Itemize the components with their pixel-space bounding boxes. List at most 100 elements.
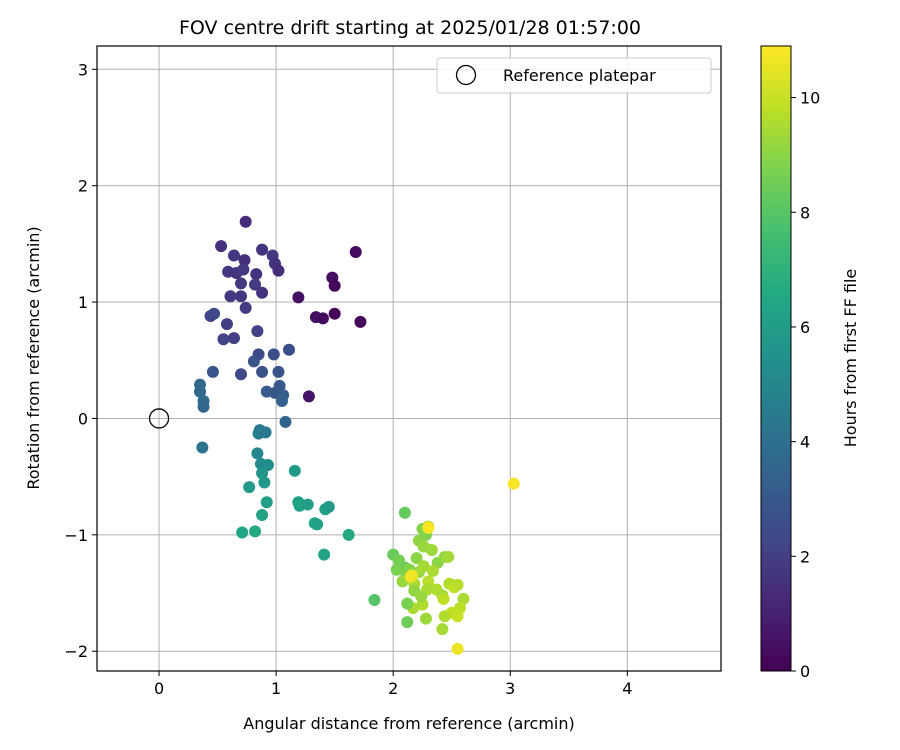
- y-axis-ticks: −2 −1 0 1 2 3: [64, 60, 97, 661]
- scatter-point: [425, 543, 438, 556]
- y-axis-label: Rotation from reference (arcmin): [24, 226, 43, 489]
- scatter-point: [292, 291, 305, 304]
- scatter-point: [507, 477, 520, 490]
- colorbar-tick-label: 8: [800, 203, 810, 222]
- y-tick-label: 0: [78, 409, 88, 428]
- reference-marker-layer: [148, 408, 170, 429]
- scatter-point: [349, 246, 362, 259]
- scatter-point: [451, 578, 464, 591]
- scatter-point: [328, 307, 341, 320]
- plot-frame: [96, 45, 722, 672]
- legend-box: [436, 57, 712, 94]
- colorbar-label: Hours from first FF file: [841, 269, 860, 448]
- scatter-point: [311, 518, 324, 531]
- y-tick-label: 3: [78, 60, 88, 79]
- scatter-point: [442, 550, 455, 563]
- scatter-point: [422, 521, 435, 534]
- scatter-point: [260, 496, 273, 509]
- scatter-point: [194, 385, 207, 398]
- y-tick-label: −2: [64, 642, 88, 661]
- scatter-point: [272, 365, 285, 378]
- scatter-point: [196, 441, 209, 454]
- scatter-point: [288, 464, 301, 477]
- scatter-point: [390, 563, 403, 576]
- scatter-point: [438, 610, 451, 623]
- scatter-point: [215, 240, 228, 253]
- scatter-point: [235, 368, 247, 381]
- colorbar-tick-label: 2: [800, 547, 810, 566]
- scatter-point: [279, 415, 292, 428]
- scatter-point: [354, 315, 367, 328]
- scatter-point: [256, 243, 269, 256]
- y-tick-label: 1: [78, 293, 88, 312]
- scatter-point: [316, 312, 329, 325]
- legend: Reference platepar: [436, 57, 712, 94]
- scatter-point: [398, 506, 411, 519]
- scatter-point: [256, 365, 269, 378]
- scatter-point: [256, 509, 269, 522]
- scatter-point: [259, 426, 272, 439]
- y-tick-label: −1: [64, 526, 88, 545]
- scatter-point: [437, 592, 450, 605]
- x-axis-label: Angular distance from reference (arcmin): [243, 714, 574, 733]
- scatter-point: [318, 548, 331, 561]
- scatter-point: [275, 394, 288, 407]
- scatter-point: [342, 528, 355, 541]
- scatter-point: [227, 332, 240, 345]
- scatter-point: [415, 590, 428, 603]
- scatter-point: [256, 467, 269, 480]
- x-axis-ticks: 0 1 2 3 4: [154, 671, 632, 698]
- x-tick-label: 4: [622, 679, 632, 698]
- scatter-point: [237, 263, 250, 276]
- x-tick-label: 1: [271, 679, 281, 698]
- scatter-point: [368, 594, 381, 607]
- scatter-point: [256, 286, 269, 299]
- scatter-point: [224, 290, 237, 303]
- scatter-point: [451, 642, 464, 655]
- scatter-point: [197, 400, 210, 413]
- colorbar-ticks: 0 2 4 6 8 10: [791, 89, 820, 681]
- scatter-point: [267, 348, 280, 361]
- scatter-point: [258, 476, 271, 489]
- scatter-point: [401, 597, 414, 610]
- x-tick-label: 2: [388, 679, 398, 698]
- reference-platepar-marker: [148, 408, 170, 429]
- scatter-point: [220, 318, 233, 331]
- scatter-point: [427, 564, 439, 577]
- scatter-point: [235, 277, 247, 290]
- y-tick-label: 2: [78, 177, 88, 196]
- scatter-point: [457, 592, 470, 605]
- scatter-point: [235, 290, 247, 303]
- scatter-point: [272, 264, 285, 277]
- scatter-point: [419, 612, 432, 625]
- scatter-point: [302, 390, 315, 403]
- scatter-point: [227, 249, 240, 262]
- scatter-point: [217, 333, 230, 346]
- colorbar-tick-label: 4: [800, 433, 810, 452]
- scatter-point: [283, 343, 295, 356]
- scatter-point: [238, 254, 251, 267]
- colorbar-tick-label: 0: [800, 662, 810, 681]
- chart-title: FOV centre drift starting at 2025/01/28 …: [179, 17, 641, 39]
- colorbar-tick-label: 10: [800, 89, 820, 108]
- scatter-point: [206, 365, 219, 378]
- scatter-point: [208, 307, 221, 320]
- scatter-point: [250, 268, 263, 281]
- legend-marker-open-circle: [455, 64, 477, 86]
- scatter-point: [251, 447, 264, 460]
- x-tick-label: 0: [154, 679, 164, 698]
- scatter-point: [243, 481, 256, 494]
- scatter-point: [405, 569, 418, 582]
- scatter-point: [322, 500, 335, 513]
- data-points: [194, 215, 520, 655]
- scatter-point: [417, 560, 430, 573]
- scatter-point: [249, 525, 262, 538]
- scatter-point: [236, 526, 249, 539]
- scatter-point: [436, 623, 449, 636]
- scatter-point: [301, 498, 314, 511]
- colorbar-tick-label: 6: [800, 318, 810, 337]
- scatter-point: [239, 301, 252, 314]
- scatter-point: [239, 215, 252, 228]
